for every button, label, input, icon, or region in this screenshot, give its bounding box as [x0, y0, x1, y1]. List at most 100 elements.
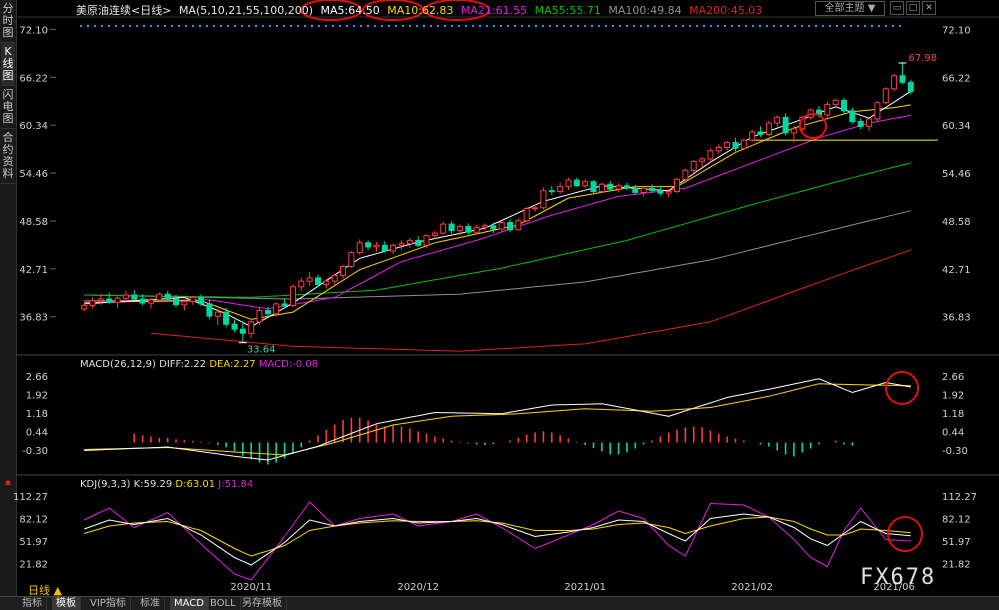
kdj-indicator-dot: [5, 480, 11, 486]
price-axis-tick-right: 48.58: [942, 217, 971, 228]
price-axis-tick-right: 54.46: [942, 169, 971, 180]
macd-diff-line: [84, 378, 911, 461]
candle-up: [866, 118, 873, 127]
sidebar-tab-flash[interactable]: 闪电图: [1, 86, 15, 129]
candle-down: [623, 185, 630, 189]
macd-header: MACD(26,12,9) DIFF:2.22 DEA:2.27 MACD:-0…: [80, 359, 318, 370]
macd-axis-tick-right: 1.18: [942, 409, 964, 420]
support-highlight-circle: [799, 113, 827, 139]
ma5-highlight-circle: [300, 0, 362, 21]
ma200-value: MA200:45.03: [689, 4, 763, 17]
candle-down: [106, 298, 113, 303]
sidebar-tab-contract[interactable]: 合约资料: [1, 129, 15, 184]
candle-up: [306, 277, 313, 282]
kdj-d: D:63.01: [175, 479, 216, 490]
candle-down: [315, 277, 321, 285]
kdj-axis-tick-right: 51.97: [942, 537, 971, 548]
kdj-d-line: [84, 516, 911, 557]
close-icon[interactable]: ✕: [922, 1, 936, 15]
candle-up: [715, 147, 722, 152]
candle-up: [882, 88, 889, 104]
price-axis-tick-right: 66.22: [942, 73, 971, 84]
price-axis-tick-left: 72.10: [19, 25, 48, 36]
candle-up: [331, 274, 338, 282]
ma100-value: MA100:49.84: [608, 4, 682, 17]
x-axis-date-label: 2020/12: [397, 582, 439, 593]
candle-up: [323, 280, 330, 285]
dock-icon[interactable]: ▭: [890, 1, 904, 15]
ma-line-ma55: [84, 162, 911, 298]
left-sidebar: 分时图 K线图 闪电图 合约资料: [0, 0, 17, 596]
price-header: 美原油连续<日线> MA(5,10,21,55,100,200) MA5:64.…: [76, 2, 766, 17]
candle-up: [740, 139, 747, 149]
period-selector[interactable]: 日线 ▲: [28, 584, 62, 597]
tab-boll[interactable]: BOLL: [206, 597, 241, 610]
macd-axis-tick-right: 2.66: [942, 372, 964, 383]
candle-up: [348, 252, 355, 267]
candle-up: [406, 239, 413, 245]
candle-down: [607, 183, 614, 190]
candle-down: [206, 303, 213, 317]
candle-up: [398, 243, 405, 246]
macd-params: MACD(26,12,9): [80, 359, 156, 370]
candle-up: [674, 178, 680, 193]
ma21-highlight-circle: [424, 0, 490, 21]
price-axis-tick-left: 42.71: [19, 265, 48, 276]
candle-up: [340, 266, 346, 276]
candle-up: [156, 293, 163, 301]
tab-standard[interactable]: 标准: [136, 597, 165, 610]
kdj-params: KDJ(9,3,3): [80, 479, 131, 490]
candle-down: [465, 226, 472, 233]
tab-indicator[interactable]: 指标: [18, 597, 47, 610]
tab-macd[interactable]: MACD: [170, 597, 209, 610]
x-axis-date-label: 2020/11: [230, 582, 272, 593]
macd-dea: DEA:2.27: [209, 359, 256, 370]
tab-template[interactable]: 模板: [52, 597, 81, 610]
x-axis-date-label: 2021/06: [873, 582, 915, 593]
candle-up: [89, 300, 96, 307]
macd-axis-tick-left: 0.44: [26, 428, 48, 439]
kdj-axis-tick-left: 112.27: [13, 492, 48, 503]
kdj-axis-tick-right: 112.27: [942, 492, 977, 503]
sidebar-tab-timeshare[interactable]: 分时图: [1, 0, 15, 43]
ma-line-ma200: [150, 249, 911, 352]
theme-dropdown-button[interactable]: 全部主题 ▼: [815, 1, 885, 16]
kdj-axis-tick-left: 21.82: [19, 560, 48, 571]
candle-down: [448, 223, 455, 232]
candle-up: [699, 158, 706, 162]
candle-down: [239, 328, 246, 334]
price-axis-tick-left: 60.34: [19, 121, 48, 132]
kdj-j-line: [83, 501, 911, 581]
candle-up: [189, 296, 196, 302]
candle-up: [690, 160, 697, 171]
macd-value: MACD:-0.08: [258, 359, 319, 370]
restore-icon[interactable]: □: [906, 1, 920, 15]
candle-up: [640, 187, 647, 193]
ma-line-ma100: [84, 210, 911, 300]
sidebar-tab-kline[interactable]: K线图: [1, 43, 15, 86]
chart-canvas[interactable]: 72.10 72.10 66.22 66.22 60.34 60.34 54.46 54.46…: [0, 0, 999, 596]
candle-down: [415, 239, 422, 246]
tab-save-template[interactable]: 另存模板: [238, 597, 287, 610]
macd-cross-circle: [885, 371, 919, 405]
ma-line-ma10: [84, 104, 911, 320]
candle-down: [657, 190, 664, 194]
candle-down: [231, 323, 238, 330]
candle-down: [365, 242, 372, 248]
macd-diff: DIFF:2.22: [159, 359, 207, 370]
candle-down: [223, 311, 230, 325]
candle-up: [456, 226, 463, 232]
kdj-k-line: [84, 513, 911, 566]
candle-down: [899, 75, 906, 83]
candle-down: [490, 225, 497, 230]
candle-up: [298, 280, 305, 288]
candle-down: [173, 298, 179, 306]
instrument-title: 美原油连续<日线>: [76, 4, 172, 17]
candle-down: [381, 244, 388, 252]
candle-down: [907, 81, 914, 92]
candle-up: [615, 185, 622, 190]
tab-vip-indicator[interactable]: VIP指标: [86, 597, 131, 610]
candle-down: [507, 222, 513, 231]
candle-down: [632, 187, 639, 193]
candle-up: [891, 75, 898, 90]
